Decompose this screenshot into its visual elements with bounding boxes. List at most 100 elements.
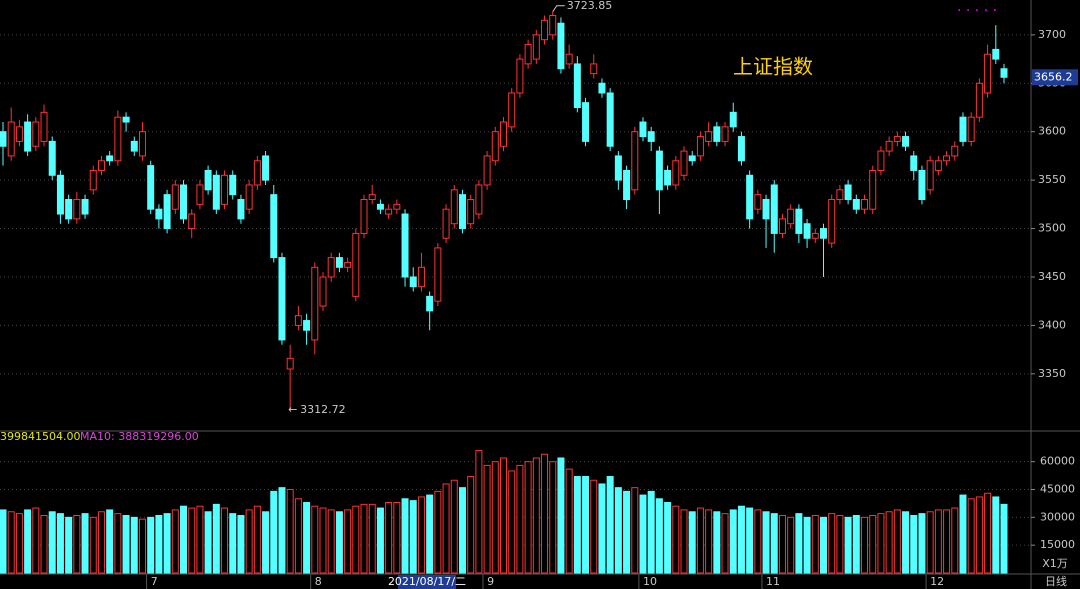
candle-body [262, 155, 270, 181]
candle-body [270, 194, 278, 259]
candle-body [549, 14, 557, 36]
candle-body [483, 155, 491, 186]
volume-bar [803, 516, 811, 574]
candle-body [795, 208, 803, 234]
volume-bar [196, 505, 204, 574]
volume-bar [270, 490, 278, 574]
candle-body [467, 199, 475, 225]
candle-body [458, 194, 466, 230]
last-price-label: 3656.2 [1034, 70, 1073, 83]
volume-bar [967, 498, 975, 574]
volume-bar [212, 503, 220, 574]
candle-body [696, 136, 704, 157]
candle-body [992, 48, 1000, 60]
volume-bar [754, 509, 762, 574]
volume-bar [40, 514, 48, 574]
candle-body [532, 34, 540, 60]
volume-bar [114, 513, 122, 574]
candle-body [500, 121, 507, 147]
candle-body [918, 169, 926, 201]
candle-body [278, 257, 286, 341]
volume-bar [475, 450, 483, 574]
volume-bar [590, 479, 598, 574]
volume-bar [951, 507, 959, 574]
candle-body [237, 199, 245, 220]
candle-body [147, 165, 155, 210]
volume-bar [385, 502, 393, 574]
volume-bar [934, 509, 942, 574]
volume-bar [442, 483, 450, 574]
candle-body [417, 266, 425, 288]
volume-bar [532, 457, 540, 574]
candle-body [491, 131, 499, 162]
volume-bar [48, 511, 56, 574]
y-tick-label: 3700 [1038, 28, 1066, 41]
candle-body [631, 131, 639, 191]
volume-bar [713, 511, 721, 574]
candle-body [713, 126, 721, 142]
candle-body [114, 116, 122, 162]
candle-body [877, 150, 885, 171]
volume-bar [639, 494, 647, 574]
candle-body [508, 92, 516, 128]
candle-body [97, 160, 105, 171]
candle-body [303, 320, 311, 331]
candle-body [705, 131, 713, 142]
candle-body [590, 63, 598, 75]
candle-body [647, 131, 655, 142]
volume-tick-label: 30000 [1040, 510, 1075, 523]
volume-bar [844, 516, 852, 574]
volume-tick-label: 15000 [1040, 538, 1075, 551]
volume-tick-label: 60000 [1040, 455, 1075, 468]
candle-body [910, 155, 918, 171]
volume-bar [852, 514, 860, 574]
volume-bar [245, 509, 253, 574]
volume-bar [598, 483, 606, 574]
volume-bar [335, 511, 343, 574]
volume-bar [959, 494, 967, 574]
volume-bar [565, 468, 573, 574]
volume-bar [688, 511, 696, 574]
volume-bar [631, 487, 639, 574]
last-price-box [1032, 69, 1078, 86]
volume-bar [557, 457, 565, 574]
candle-body [836, 189, 844, 201]
candle-body [951, 145, 959, 157]
volume-bar [188, 507, 196, 574]
candle-body [721, 126, 729, 142]
candle-body [770, 184, 778, 234]
volume-bar [770, 513, 778, 574]
volume-bar [828, 513, 836, 574]
candle-body [869, 169, 877, 210]
volume-bar [319, 507, 327, 574]
volume-bar [655, 498, 663, 574]
candle-body [557, 22, 565, 70]
candle-body [902, 136, 910, 147]
volume-bar [746, 507, 754, 574]
ma5-label: 399841504.00 [0, 430, 80, 443]
volume-bar [180, 505, 188, 574]
volume-bar [491, 461, 499, 574]
candle-body [155, 208, 163, 220]
candle-body [73, 199, 81, 220]
volume-bar [147, 516, 155, 574]
candle-body [253, 160, 261, 186]
volume-bar [672, 505, 680, 574]
volume-bar [483, 464, 491, 574]
period-label: 日线 [1045, 574, 1067, 588]
candle-body [943, 155, 951, 162]
candle-body [352, 232, 360, 297]
volume-bar [204, 511, 212, 574]
candle-body [975, 82, 983, 118]
candle-body [48, 140, 56, 176]
marker-dots: · · · · · [957, 3, 997, 19]
volume-bar [524, 461, 532, 574]
volume-bar [992, 496, 1000, 574]
min-arrow: ← [288, 403, 297, 416]
volume-bar [409, 500, 417, 574]
candle-body [106, 155, 114, 162]
volume-bar [15, 513, 23, 574]
volume-bar [467, 476, 475, 574]
candle-body [828, 199, 836, 244]
volume-bar [89, 516, 97, 574]
